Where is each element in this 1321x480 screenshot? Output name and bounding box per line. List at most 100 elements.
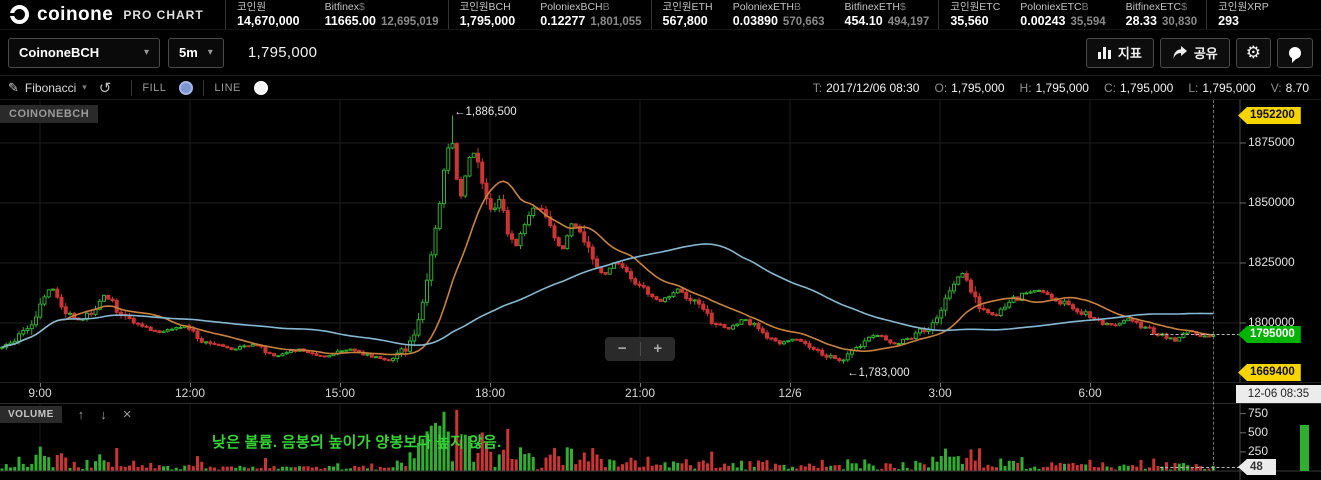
bar-chart-icon	[1097, 46, 1111, 59]
interval-select[interactable]: 5m ▾	[168, 37, 224, 68]
ticker-price: 28.33	[1125, 14, 1157, 28]
time-axis-tick	[40, 383, 41, 387]
time-axis-label: 9:00	[28, 386, 52, 400]
ticker-poloniex-etc[interactable]: PoloniexETCB 0.00243 35,594	[1020, 1, 1106, 29]
time-axis-label: 18:00	[474, 386, 506, 400]
ticker-coinone-etc[interactable]: 코인원ETC 35,560	[938, 0, 1009, 29]
current-volume-bar	[1300, 425, 1309, 471]
ticker-price: 11665.00	[324, 14, 377, 28]
high-value: 1,795,000	[1035, 80, 1089, 95]
ticker-price: 0.12277	[540, 14, 586, 28]
last-volume-tag: 48	[1238, 459, 1276, 475]
line-color-swatch[interactable]	[253, 80, 268, 95]
ticker-coinone-eth[interactable]: 코인원ETH 567,800	[650, 0, 722, 29]
ticker-price: 454.10	[844, 14, 883, 28]
ticker-label: PoloniexETH	[732, 1, 795, 13]
axis-low-tag: 1669400	[1238, 364, 1301, 381]
undo-icon[interactable]: ↺	[98, 79, 112, 97]
close-pane-icon[interactable]: ×	[122, 406, 132, 423]
time-axis-label: 15:00	[324, 386, 356, 400]
fill-color-swatch[interactable]	[179, 80, 194, 95]
fill-label: FILL	[142, 81, 167, 94]
volume-label: V:	[1270, 80, 1282, 95]
zoom-out-button[interactable]: −	[617, 340, 627, 357]
coinone-logo[interactable]: coinone PRO CHART	[0, 4, 225, 26]
high-price-annotation: ←1,886,500	[454, 106, 517, 119]
candlestick-canvas[interactable]	[0, 100, 1321, 382]
chat-button[interactable]	[1277, 37, 1313, 68]
volume-value: 8.70	[1285, 80, 1309, 95]
logo-text: coinone	[37, 3, 114, 25]
line-color-control: LINE	[214, 80, 268, 95]
price-chart[interactable]: COINONEBCH ←1,886,500 ←1,783,000 − + 195…	[0, 100, 1321, 382]
ticker-coinone-xrp[interactable]: 코인원XRP 293	[1206, 0, 1278, 29]
chart-toolbar: CoinoneBCH ▾ 5m ▾ 1,795,000 지표 공유 ⚙	[0, 30, 1321, 76]
fill-color-control: FILL	[142, 80, 194, 95]
chevron-down-icon: ▾	[82, 82, 87, 92]
volume-panel[interactable]: VOLUME ↑ ↓ × 낮은 볼륨. 음봉의 높이가 양봉보다 높지 않음. …	[0, 403, 1321, 480]
volume-axis-label: 500	[1248, 424, 1269, 439]
ticker-bitfinex-etc[interactable]: BitfinexETC$ 28.33 30,830	[1125, 1, 1198, 29]
symbol-watermark: COINONEBCH	[0, 105, 99, 123]
ticker-bitfinex-usd[interactable]: Bitfinex$ 11665.00 12,695,019	[324, 1, 439, 29]
ticker-price: 0.00243	[1020, 14, 1066, 28]
volume-axis-label: 250	[1248, 443, 1269, 458]
drawing-tool-label: Fibonacci	[24, 80, 77, 95]
ticker-price: 1,795,000	[459, 14, 516, 28]
pencil-icon: ✎	[8, 79, 19, 95]
last-price-tag: 1795000	[1238, 326, 1301, 343]
volume-header: VOLUME ↑ ↓ ×	[0, 406, 132, 423]
indicators-label: 지표	[1117, 46, 1142, 61]
ticker-price: 14,670,000	[237, 14, 300, 28]
ticker-coinone-bch[interactable]: 코인원BCH 1,795,000	[447, 0, 530, 29]
current-price: 1,795,000	[247, 44, 318, 61]
ticker-poloniex-eth[interactable]: PoloniexETHB 0.03890 570,663	[732, 1, 825, 29]
ticker-price: 567,800	[662, 14, 708, 28]
line-label: LINE	[214, 81, 241, 94]
time-axis-tick	[1090, 383, 1091, 387]
close-value: 1,795,000	[1119, 80, 1174, 95]
time-axis-tick	[640, 383, 641, 387]
ticker-price: 35,560	[950, 14, 989, 28]
time-axis-label: 3:00	[928, 386, 952, 400]
ticker-label: 코인원BCH	[459, 1, 511, 13]
ticker-bitfinex-eth[interactable]: BitfinexETH$ 454.10 494,197	[844, 1, 930, 29]
ticker-label: BitfinexETC	[1125, 1, 1182, 13]
move-pane-up-icon[interactable]: ↑	[77, 407, 85, 422]
ticker-poloniex-bch[interactable]: PoloniexBCHB 0.12277 1,801,055	[540, 1, 642, 29]
time-axis-tick	[940, 383, 941, 387]
settings-button[interactable]: ⚙	[1235, 37, 1271, 68]
share-arrow-icon	[1173, 46, 1187, 59]
interval-select-value: 5m	[179, 45, 198, 60]
low-price-annotation: ←1,783,000	[847, 366, 910, 379]
zoom-in-button[interactable]: +	[653, 340, 663, 357]
time-axis-label: 21:00	[624, 386, 656, 400]
ticker-list: 코인원 14,670,000 Bitfinex$ 11665.00 12,695,…	[225, 0, 1321, 29]
drawing-tool-select[interactable]: ✎ Fibonacci ▾	[8, 80, 87, 96]
volume-canvas[interactable]	[0, 404, 1321, 480]
ticker-label: BitfinexETH	[844, 1, 900, 13]
chevron-down-icon: ▾	[207, 47, 213, 58]
ticker-coinone-krw[interactable]: 코인원 14,670,000	[225, 0, 314, 29]
divider	[203, 79, 205, 96]
time-axis-tick	[340, 383, 341, 387]
gear-icon: ⚙	[1245, 42, 1261, 62]
zoom-control: − +	[605, 337, 675, 361]
indicators-button[interactable]: 지표	[1085, 37, 1154, 68]
ticker-label: PoloniexBCH	[540, 1, 603, 13]
time-axis: 12-06 08:35 9:00 12:00 15:00 18:00 21:00 12/6…	[0, 382, 1321, 403]
market-select[interactable]: CoinoneBCH ▾	[8, 37, 160, 68]
ticker-bar: coinone PRO CHART 코인원 14,670,000 Bitfine…	[0, 0, 1321, 30]
volume-axis-label: 750	[1248, 405, 1269, 420]
crosshair-date-tag: 12-06 08:35	[1236, 385, 1321, 403]
time-axis-label: 12/6	[778, 386, 802, 400]
ohlc-readout: T: 2017/12/06 08:30 O: 1,795,000 H: 1,795,0…	[813, 81, 1313, 95]
open-label: O:	[934, 80, 948, 95]
share-button[interactable]: 공유	[1159, 37, 1230, 68]
price-axis-label: 1875000	[1248, 135, 1295, 149]
move-pane-down-icon[interactable]: ↓	[100, 407, 107, 422]
low-label: L:	[1188, 80, 1199, 95]
coinone-logo-icon	[9, 5, 29, 24]
time-value: 2017/12/06 08:30	[826, 80, 920, 95]
